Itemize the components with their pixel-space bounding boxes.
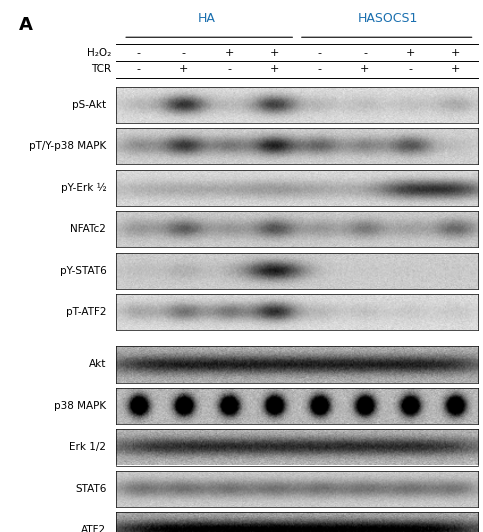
Text: +: + xyxy=(270,48,279,58)
Text: +: + xyxy=(451,64,460,74)
Text: +: + xyxy=(179,64,188,74)
Text: -: - xyxy=(137,64,141,74)
Text: HASOCS1: HASOCS1 xyxy=(357,12,418,25)
Text: A: A xyxy=(19,16,33,34)
Text: -: - xyxy=(363,48,367,58)
Text: -: - xyxy=(318,64,322,74)
Text: pT-ATF2: pT-ATF2 xyxy=(66,307,106,317)
Text: TCR: TCR xyxy=(91,64,111,74)
Text: pT/Y-p38 MAPK: pT/Y-p38 MAPK xyxy=(29,142,106,151)
Text: pY-STAT6: pY-STAT6 xyxy=(59,266,106,276)
Text: -: - xyxy=(227,64,231,74)
Text: p38 MAPK: p38 MAPK xyxy=(54,401,106,411)
Text: -: - xyxy=(408,64,412,74)
Text: -: - xyxy=(182,48,186,58)
Text: +: + xyxy=(451,48,460,58)
Text: pS-Akt: pS-Akt xyxy=(72,100,106,110)
Text: H₂O₂: H₂O₂ xyxy=(87,48,111,58)
Text: +: + xyxy=(225,48,234,58)
Text: +: + xyxy=(270,64,279,74)
Text: STAT6: STAT6 xyxy=(75,484,106,494)
Text: Akt: Akt xyxy=(89,360,106,369)
Text: pY-Erk ½: pY-Erk ½ xyxy=(60,183,106,193)
Text: HA: HA xyxy=(198,12,215,25)
Text: +: + xyxy=(406,48,415,58)
Text: -: - xyxy=(318,48,322,58)
Text: NFATc2: NFATc2 xyxy=(71,225,106,234)
Text: Erk 1/2: Erk 1/2 xyxy=(69,443,106,452)
Text: +: + xyxy=(360,64,369,74)
Text: -: - xyxy=(137,48,141,58)
Text: ATF2: ATF2 xyxy=(81,526,106,532)
